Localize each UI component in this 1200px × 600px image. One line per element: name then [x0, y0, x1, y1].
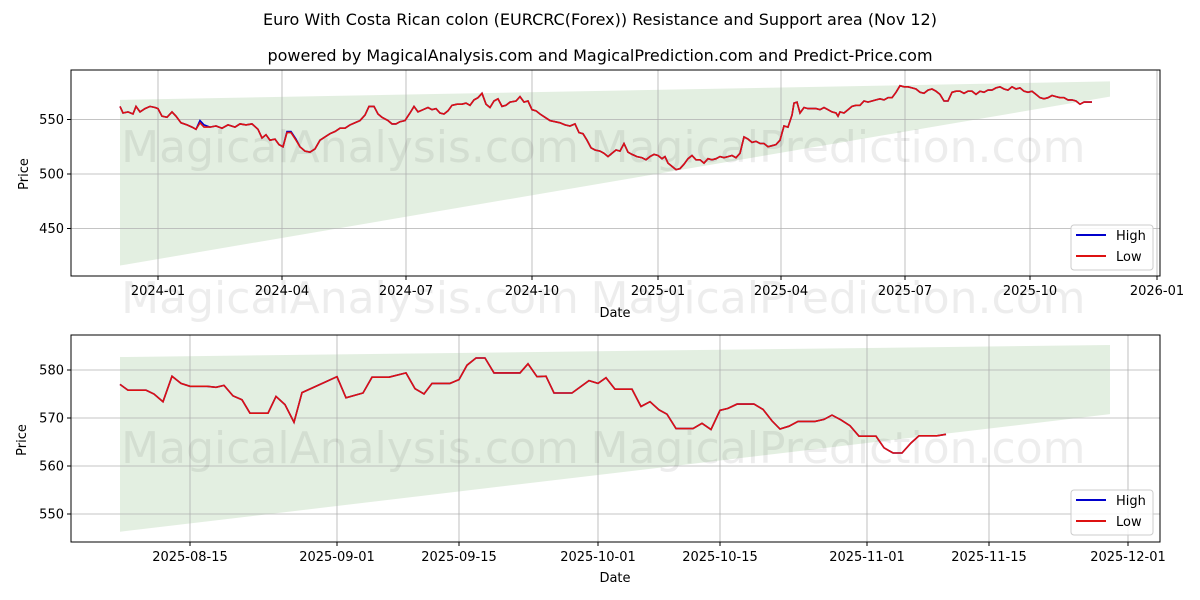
y-tick-label: 570: [39, 412, 64, 427]
x-tick-label: 2024-04: [255, 284, 309, 299]
top-grid: [71, 70, 1160, 276]
top-legend: High Low: [1070, 224, 1154, 271]
top-support-resistance-band: [120, 81, 1110, 266]
y-tick-label: 580: [39, 364, 64, 379]
legend-high-label: High: [1116, 494, 1146, 509]
bottom-x-axis-label: Date: [599, 571, 630, 586]
x-tick-label: 2025-07: [878, 284, 932, 299]
x-tick-label: 2024-01: [131, 284, 185, 299]
bottom-grid: [71, 335, 1160, 542]
y-tick-label: 550: [39, 113, 64, 128]
x-tick-label: 2024-10: [505, 284, 559, 299]
watermark-left: MagicalAnalysis.com: [121, 122, 579, 173]
x-tick-label: 2025-08-15: [152, 550, 228, 565]
top-low-line: [119, 84, 1092, 171]
top-x-axis-label: Date: [599, 306, 630, 321]
watermark-left-3: MagicalAnalysis.com: [121, 423, 579, 474]
chart-subtitle: powered by MagicalAnalysis.com and Magic…: [267, 46, 933, 65]
watermark-right: MagicalPrediction.com: [591, 122, 1086, 173]
bottom-chart: MagicalAnalysis.com MagicalPrediction.co…: [15, 334, 1166, 586]
x-tick-label: 2025-10-01: [560, 550, 636, 565]
y-tick-label: 550: [39, 508, 64, 523]
top-axes-frame: [70, 69, 1161, 277]
legend-low-label: Low: [1116, 515, 1142, 530]
x-tick-label: 2025-10: [1003, 284, 1057, 299]
x-tick-label: 2025-04: [754, 284, 808, 299]
top-axis-ticks: 450 500 550 2024-01 2024-04 2024-07 2024-10 202…: [39, 113, 1184, 299]
watermark-right-3: MagicalPrediction.com: [591, 423, 1086, 474]
legend-high-label: High: [1116, 229, 1146, 244]
bottom-legend: High Low: [1070, 489, 1154, 536]
x-tick-label: 2025-01: [631, 284, 685, 299]
bottom-support-resistance-band: [120, 345, 1110, 532]
x-tick-label: 2025-10-15: [682, 550, 758, 565]
x-tick-label: 2024-07: [379, 284, 433, 299]
top-y-axis-label: Price: [17, 158, 32, 190]
top-chart: MagicalAnalysis.com MagicalPrediction.co…: [17, 69, 1184, 324]
watermark-left-2: MagicalAnalysis.com: [121, 273, 579, 324]
bottom-axes-frame: [70, 334, 1161, 543]
y-tick-label: 450: [39, 222, 64, 237]
bottom-axis-ticks: 550 560 570 580 2025-08-15 2025-09-01 2025-09-…: [39, 364, 1166, 566]
y-tick-label: 500: [39, 168, 64, 183]
x-tick-label: 2025-09-01: [299, 550, 375, 565]
y-tick-label: 560: [39, 460, 64, 475]
bottom-low-line: [119, 357, 947, 454]
x-tick-label: 2025-11-01: [829, 550, 905, 565]
chart-title: Euro With Costa Rican colon (EURCRC(Fore…: [263, 10, 937, 29]
x-tick-label: 2025-11-15: [951, 550, 1027, 565]
legend-low-label: Low: [1116, 250, 1142, 265]
watermark-right-2: MagicalPrediction.com: [591, 273, 1086, 324]
bottom-y-axis-label: Price: [15, 424, 30, 456]
x-tick-label: 2026-01: [1130, 284, 1184, 299]
x-tick-label: 2025-12-01: [1090, 550, 1166, 565]
x-tick-label: 2025-09-15: [421, 550, 497, 565]
